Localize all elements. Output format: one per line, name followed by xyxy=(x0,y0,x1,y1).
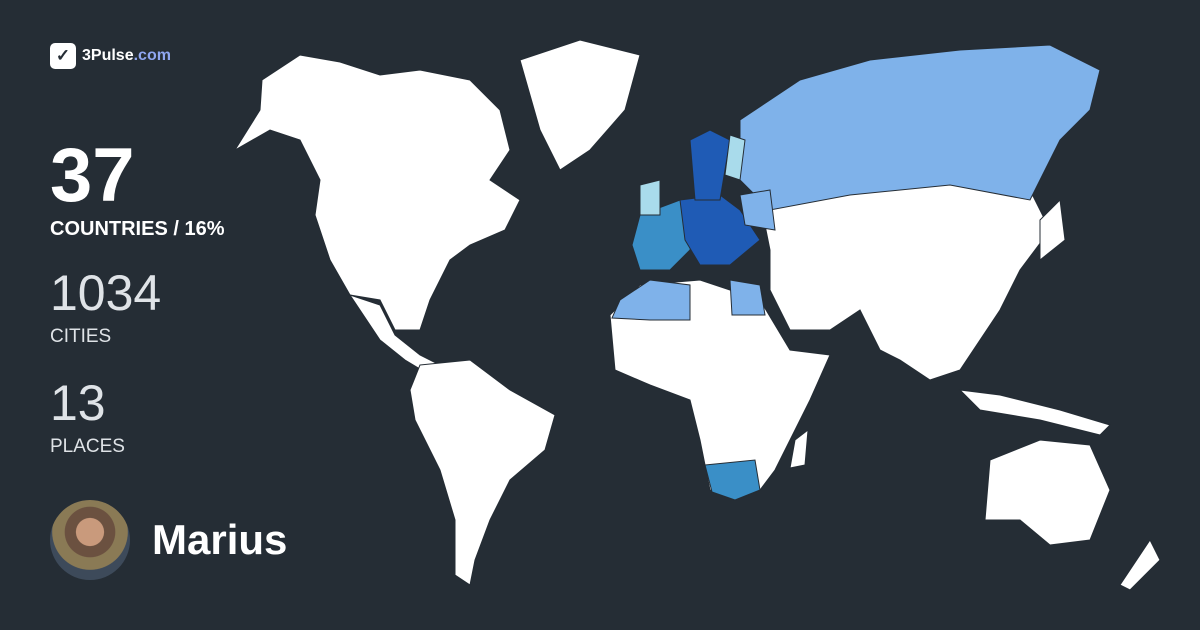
countries-stat: 37 COUNTRIES / 16% xyxy=(50,138,224,241)
cities-count: 1034 xyxy=(50,265,162,321)
finland xyxy=(724,134,746,181)
places-stat: 13 PLACES xyxy=(50,378,125,458)
checkmark-pulse-icon: ✓ xyxy=(50,43,76,69)
countries-label: COUNTRIES / 16% xyxy=(50,218,225,240)
asia xyxy=(759,179,1051,381)
australia xyxy=(984,439,1111,546)
madagascar xyxy=(789,428,809,469)
ukraine xyxy=(739,189,776,231)
uk xyxy=(639,179,661,216)
north-africa xyxy=(611,279,691,321)
user-profile[interactable]: Marius xyxy=(50,500,287,580)
places-count: 13 xyxy=(50,375,106,431)
brand-logo[interactable]: ✓ 3Pulse.com xyxy=(50,43,171,69)
brand-domain: .com xyxy=(133,47,171,64)
brand-name: 3Pulse xyxy=(82,47,134,64)
egypt xyxy=(729,279,766,316)
cities-label: CITIES xyxy=(50,326,112,347)
scandinavia xyxy=(689,129,731,201)
new-zealand xyxy=(1119,539,1161,591)
south-africa xyxy=(704,459,761,501)
user-name: Marius xyxy=(152,516,288,563)
avatar xyxy=(50,500,130,580)
north-america xyxy=(234,54,521,331)
countries-count: 37 xyxy=(50,133,135,218)
greenland xyxy=(519,39,641,171)
central-europe xyxy=(679,194,761,266)
japan xyxy=(1039,198,1066,262)
south-america xyxy=(409,359,556,586)
indonesia xyxy=(958,389,1111,436)
places-label: PLACES xyxy=(50,436,125,457)
russia xyxy=(739,44,1101,211)
cities-stat: 1034 CITIES xyxy=(50,268,161,348)
